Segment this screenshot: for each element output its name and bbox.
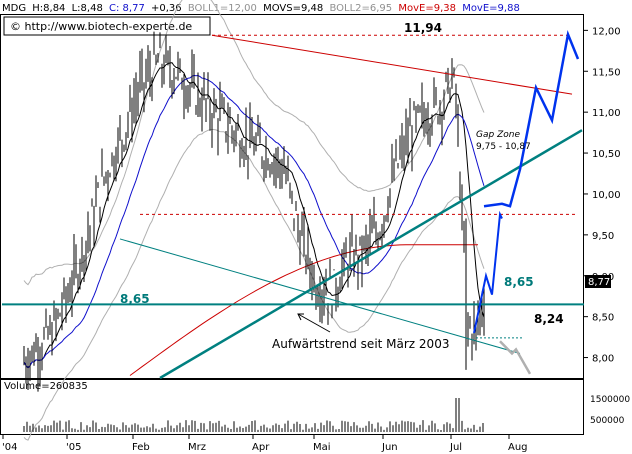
volume-tick-low: 500000 bbox=[590, 416, 625, 426]
bollinger-lower bbox=[23, 128, 485, 441]
header-boll1: BOLL1=12,00 bbox=[188, 3, 257, 14]
y-tick-label: 8,00 bbox=[592, 354, 614, 365]
trend-arrow bbox=[297, 313, 331, 333]
watermark-text: © http://www.biotech-experte.de bbox=[10, 20, 192, 33]
y-tick-label: 12,00 bbox=[592, 26, 621, 37]
resistance-label: 11,94 bbox=[404, 21, 442, 35]
volume-tick-high: 1500000 bbox=[590, 395, 630, 405]
uptrend-line bbox=[159, 129, 583, 380]
y-tick-label: 9,50 bbox=[592, 231, 614, 242]
y-tick-label: 10,50 bbox=[592, 149, 621, 160]
projection-alternative bbox=[499, 340, 532, 375]
header-high: H:8,84 bbox=[32, 3, 65, 14]
x-tick-label: Mrz bbox=[188, 442, 206, 453]
y-tick-label: 10,00 bbox=[592, 190, 621, 201]
x-tick-label: Jun bbox=[381, 442, 398, 453]
x-axis: '04 '05 Feb Mrz Apr Mai Jun Jul Aug bbox=[2, 434, 528, 453]
last-price-value: 8,77 bbox=[588, 277, 610, 288]
projection-short bbox=[473, 210, 503, 334]
header-move2: MovE=9,88 bbox=[462, 3, 520, 14]
volume-panel-frame bbox=[0, 379, 584, 435]
x-tick-label: '05 bbox=[66, 442, 81, 453]
last-price-tag bbox=[585, 275, 611, 288]
header-close: C: 8,77 bbox=[109, 3, 145, 14]
low-label: 8,24 bbox=[534, 312, 564, 326]
projection-paths bbox=[473, 29, 580, 375]
x-tick-label: Mai bbox=[313, 442, 331, 453]
x-tick-label: Apr bbox=[252, 442, 270, 453]
price-panel-frame bbox=[0, 14, 584, 379]
price-bars bbox=[23, 31, 485, 392]
header-boll2: BOLL2=6,95 bbox=[329, 3, 392, 14]
y-axis: 8,008,509,009,5010,0010,5011,0011,5012,0… bbox=[584, 26, 621, 365]
header-move1: MovE=9,38 bbox=[398, 3, 456, 14]
down-trend-line bbox=[211, 34, 573, 95]
watermark-box bbox=[3, 16, 211, 36]
trend-label: Aufwärtstrend seit März 2003 bbox=[272, 337, 449, 351]
support-label-right: 8,65 bbox=[504, 275, 534, 289]
header-symbol: MDG bbox=[2, 3, 26, 14]
lower-channel-line bbox=[119, 238, 521, 354]
bollinger-upper bbox=[23, 0, 485, 286]
gap-zone-title: Gap Zone bbox=[476, 130, 520, 140]
y-tick-label: 8,50 bbox=[592, 313, 614, 324]
trend-lines bbox=[2, 34, 584, 380]
x-tick-label: Feb bbox=[132, 442, 150, 453]
projection-long bbox=[483, 29, 580, 208]
volume-label: Volume=260835 bbox=[4, 381, 88, 392]
y-tick-label: 11,00 bbox=[592, 108, 621, 119]
x-tick-label: Aug bbox=[508, 442, 528, 453]
support-label-left: 8,65 bbox=[120, 292, 150, 306]
header-low: L:8,48 bbox=[72, 3, 103, 14]
mid-moving-average bbox=[23, 74, 485, 369]
header-movs: MOVS=9,48 bbox=[263, 3, 323, 14]
header-change: +0,36 bbox=[151, 3, 182, 14]
slow-moving-average bbox=[129, 244, 478, 376]
y-tick-label: 11,50 bbox=[592, 67, 621, 78]
header-line: MDG H:8,84 L:8,48 C: 8,77 +0,36 BOLL1=12… bbox=[2, 3, 520, 14]
gap-zone-range: 9,75 - 10,87 bbox=[476, 142, 531, 152]
x-tick-label: '04 bbox=[2, 442, 17, 453]
bollinger-bands bbox=[23, 0, 485, 441]
volume-bars bbox=[23, 398, 484, 432]
x-tick-label: Jul bbox=[449, 442, 462, 453]
